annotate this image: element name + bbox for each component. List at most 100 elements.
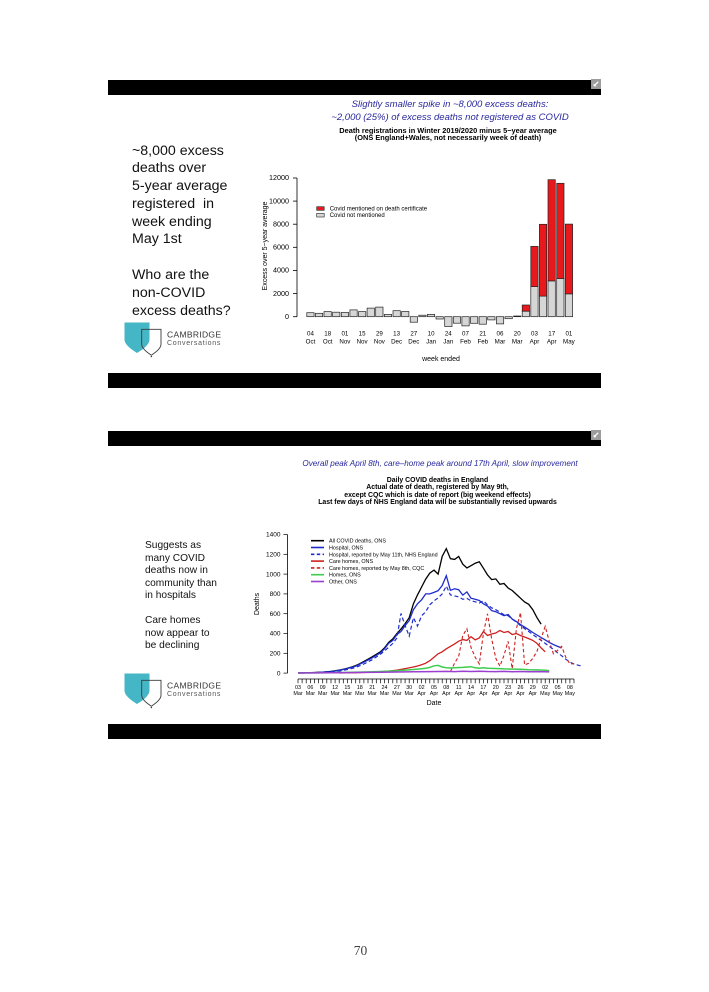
svg-text:400: 400 [270,631,281,638]
svg-text:27: 27 [394,685,400,691]
svg-text:Mar: Mar [318,691,327,697]
svg-text:Other, ONS: Other, ONS [329,580,357,586]
svg-text:Mar: Mar [392,691,401,697]
svg-text:17: 17 [548,331,555,338]
svg-text:Mar: Mar [405,691,414,697]
svg-text:Mar: Mar [495,339,506,346]
svg-text:30: 30 [406,685,412,691]
svg-text:Excess over 5−year average: Excess over 5−year average [262,201,269,290]
svg-text:0: 0 [277,670,281,677]
svg-text:Mar: Mar [343,691,352,697]
svg-text:08: 08 [567,685,573,691]
svg-text:02: 02 [419,685,425,691]
svg-text:Mar: Mar [330,691,339,697]
svg-text:Dec: Dec [408,339,419,346]
svg-text:11: 11 [456,685,462,691]
svg-text:Hospital, reported by May 11th: Hospital, reported by May 11th, NHS Engl… [329,552,438,558]
svg-text:Apr: Apr [547,339,557,346]
svg-text:Hospital, ONS: Hospital, ONS [329,546,364,552]
svg-text:Apr: Apr [529,691,538,697]
svg-text:Mar: Mar [368,691,377,697]
svg-text:May: May [553,691,563,697]
svg-text:06: 06 [307,685,313,691]
svg-text:29: 29 [530,685,536,691]
svg-text:18: 18 [324,331,331,338]
svg-text:Apr: Apr [442,691,451,697]
svg-text:200: 200 [270,651,281,658]
svg-text:12000: 12000 [269,173,289,182]
svg-text:03: 03 [295,685,301,691]
svg-text:800: 800 [270,591,281,598]
svg-text:08: 08 [443,685,449,691]
svg-text:Care homes, ONS: Care homes, ONS [329,559,373,565]
svg-text:2000: 2000 [273,289,289,298]
svg-text:May: May [565,691,575,697]
svg-text:13: 13 [393,331,400,338]
svg-text:12: 12 [332,685,338,691]
svg-text:Mar: Mar [293,691,302,697]
svg-text:Conversations: Conversations [167,691,221,698]
svg-text:Nov: Nov [339,339,351,346]
svg-text:21: 21 [369,685,375,691]
svg-text:20: 20 [493,685,499,691]
svg-text:Apr: Apr [430,691,439,697]
svg-text:Feb: Feb [460,339,471,346]
svg-text:week ended: week ended [421,356,460,363]
svg-text:01: 01 [565,331,572,338]
svg-text:Homes, ONS: Homes, ONS [329,573,361,579]
svg-text:24: 24 [382,685,388,691]
svg-text:1000: 1000 [266,571,281,578]
svg-text:Mar: Mar [512,339,523,346]
svg-text:Mar: Mar [306,691,315,697]
svg-text:Date: Date [427,700,442,707]
svg-text:Covid mentioned on death certi: Covid mentioned on death certificate [330,206,428,212]
svg-text:6000: 6000 [273,243,289,252]
svg-text:21: 21 [479,331,486,338]
svg-text:Mar: Mar [355,691,364,697]
svg-text:Apr: Apr [530,339,540,346]
svg-text:20: 20 [514,331,521,338]
svg-text:23: 23 [505,685,511,691]
svg-text:Apr: Apr [467,691,476,697]
svg-text:27: 27 [410,331,417,338]
svg-text:Jan: Jan [426,339,437,346]
svg-text:Deaths: Deaths [254,592,261,615]
svg-text:26: 26 [518,685,524,691]
svg-text:Covid not mentioned: Covid not mentioned [330,213,385,219]
svg-text:17: 17 [480,685,486,691]
svg-text:Oct: Oct [323,339,333,346]
svg-text:24: 24 [445,331,452,338]
svg-text:18: 18 [357,685,363,691]
svg-text:Apr: Apr [492,691,501,697]
svg-text:May: May [540,691,550,697]
svg-text:15: 15 [359,331,366,338]
svg-text:Feb: Feb [477,339,488,346]
svg-text:Apr: Apr [417,691,426,697]
svg-text:Apr: Apr [504,691,513,697]
svg-text:Nov: Nov [357,339,369,346]
svg-text:01: 01 [341,331,348,338]
svg-text:Apr: Apr [479,691,488,697]
svg-text:14: 14 [468,685,474,691]
svg-text:CAMBRIDGE: CAMBRIDGE [167,330,221,340]
svg-text:03: 03 [531,331,538,338]
svg-text:Care homes, reported by May 8t: Care homes, reported by May 8th, CQC [329,566,424,572]
svg-text:Mar: Mar [380,691,389,697]
svg-text:Oct: Oct [306,339,316,346]
svg-text:29: 29 [376,331,383,338]
svg-text:09: 09 [320,685,326,691]
svg-text:1200: 1200 [266,552,281,559]
svg-text:0: 0 [285,312,289,321]
svg-text:All COVID deaths, ONS: All COVID deaths, ONS [329,539,386,545]
svg-text:Apr: Apr [455,691,464,697]
svg-text:600: 600 [270,611,281,618]
svg-text:May: May [563,339,576,346]
svg-text:Apr: Apr [516,691,525,697]
svg-text:Jan: Jan [443,339,454,346]
svg-text:10: 10 [428,331,435,338]
svg-text:CAMBRIDGE: CAMBRIDGE [167,681,221,691]
svg-text:06: 06 [497,331,504,338]
svg-text:02: 02 [542,685,548,691]
svg-text:05: 05 [431,685,437,691]
svg-text:10000: 10000 [269,196,289,205]
